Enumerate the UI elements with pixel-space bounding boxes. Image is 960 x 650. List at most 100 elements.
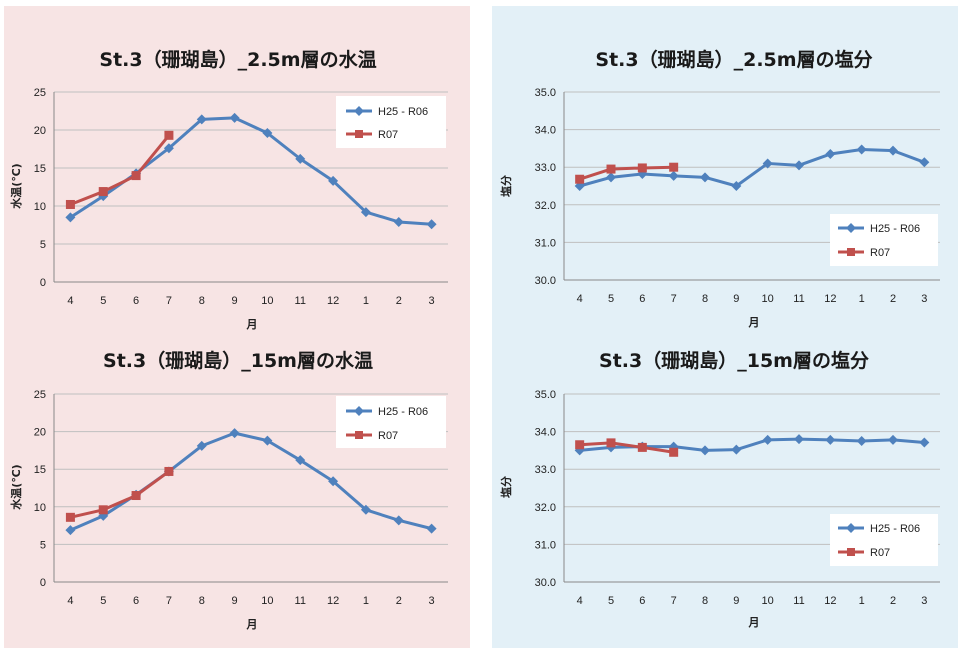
data-point	[131, 171, 141, 181]
x-tick-label: 1	[859, 595, 865, 607]
x-tick-label: 11	[295, 295, 306, 307]
data-point	[762, 434, 773, 445]
legend-marker-square	[355, 130, 363, 138]
legend-marker-square	[847, 248, 855, 256]
y-tick-label: 25	[34, 87, 46, 99]
data-point	[164, 466, 174, 476]
data-point	[888, 434, 898, 445]
data-point	[888, 145, 898, 156]
data-point	[328, 175, 339, 186]
x-tick-label: 9	[733, 595, 739, 607]
chart-salinity-2_5m: St.3（珊瑚島）_2.5m層の塩分 塩分 月 30.0 31.0 32.0 33.0…	[499, 48, 940, 329]
x-tick-label: 6	[639, 595, 645, 607]
x-tick-label: 2	[890, 595, 896, 607]
x-tick-label: 5	[608, 293, 614, 305]
series-line-h25-r06	[579, 148, 925, 188]
data-point	[65, 199, 75, 209]
legend-label-h25-r06: H25 - R06	[378, 106, 428, 118]
y-axis-label: 水温(℃)	[9, 464, 23, 509]
y-tick-label: 25	[34, 389, 46, 401]
legend-label-h25-r06: H25 - R06	[870, 223, 920, 235]
y-axis-label: 塩分	[499, 175, 513, 197]
data-point	[262, 435, 273, 446]
x-tick-label: 8	[199, 595, 205, 607]
x-tick-label: 3	[429, 295, 435, 307]
x-tick-label: 7	[671, 293, 677, 305]
data-point	[919, 157, 930, 168]
x-tick-label: 9	[232, 295, 238, 307]
x-tick-label: 5	[100, 595, 106, 607]
plot-area: 30.031.032.033.034.035.04 5 6 7 8 9 10 11 12 1 2 3	[535, 389, 940, 607]
chart-salinity-15m: St.3（珊瑚島）_15m層の塩分 塩分 月 30.0 31.0 32.0 33.0 3…	[499, 349, 940, 629]
chart-title: St.3（珊瑚島）_15m層の水温	[103, 349, 373, 372]
y-tick-label: 10	[34, 201, 46, 213]
x-tick-label: 12	[327, 595, 339, 607]
x-tick-label: 7	[166, 595, 172, 607]
x-tick-label: 7	[671, 595, 677, 607]
data-point	[919, 437, 930, 448]
legend-label-r07: R07	[378, 129, 398, 141]
y-axis-label: 塩分	[499, 476, 513, 498]
y-tick-label: 30.0	[535, 577, 556, 589]
chart-title: St.3（珊瑚島）_2.5m層の水温	[99, 48, 376, 71]
chart-title: St.3（珊瑚島）_15m層の塩分	[599, 349, 869, 372]
legend-label-h25-r06: H25 - R06	[378, 406, 428, 418]
data-point	[65, 512, 75, 522]
legend: H25 - R06 R07	[336, 96, 446, 148]
x-tick-label: 1	[363, 595, 369, 607]
data-point	[262, 128, 273, 139]
y-tick-label: 32.0	[535, 502, 556, 514]
data-point	[637, 163, 647, 173]
data-point	[856, 144, 867, 155]
x-tick-label: 11	[793, 293, 804, 305]
series-line-r07	[579, 165, 674, 181]
chart-temp-15m: St.3（珊瑚島）_15m層の水温 水温(℃) 月 0 5 10 15 20 25 4 5 6 7…	[9, 349, 448, 631]
data-point	[65, 212, 76, 223]
y-tick-label: 31.0	[535, 237, 556, 249]
data-point	[426, 219, 437, 230]
y-tick-label: 0	[40, 577, 46, 589]
x-tick-label: 11	[793, 595, 804, 607]
x-tick-label: 1	[859, 293, 865, 305]
y-tick-label: 32.0	[535, 200, 556, 212]
x-tick-label: 9	[232, 595, 238, 607]
legend-label-r07: R07	[870, 547, 890, 559]
legend-marker-diamond	[846, 523, 856, 533]
series-line-r07	[70, 470, 170, 519]
data-point	[393, 515, 404, 526]
x-tick-label: 6	[133, 595, 139, 607]
x-tick-label: 6	[133, 295, 139, 307]
legend-label-h25-r06: H25 - R06	[870, 523, 920, 535]
legend-marker-square	[847, 548, 855, 556]
data-point	[794, 434, 804, 445]
y-tick-label: 5	[40, 239, 46, 251]
x-tick-label: 4	[577, 293, 583, 305]
x-tick-label: 8	[199, 295, 205, 307]
x-tick-label: 5	[608, 595, 614, 607]
x-tick-label: 10	[762, 293, 774, 305]
data-point	[794, 160, 804, 171]
data-point	[164, 130, 174, 140]
data-point	[700, 445, 710, 456]
x-tick-label: 10	[762, 595, 774, 607]
legend-marker-diamond	[354, 406, 364, 416]
data-point	[575, 440, 585, 450]
y-tick-label: 33.0	[535, 464, 556, 476]
data-point	[606, 172, 616, 183]
legend-marker-diamond	[846, 223, 856, 233]
x-axis-label: 月	[748, 316, 760, 329]
legend-marker-square	[355, 431, 363, 439]
data-point	[762, 158, 773, 169]
x-tick-label: 3	[921, 595, 927, 607]
y-tick-label: 20	[34, 125, 46, 137]
y-tick-label: 10	[34, 502, 46, 514]
series-line-r07	[69, 134, 171, 206]
x-tick-label: 10	[261, 595, 273, 607]
data-point	[856, 436, 867, 446]
data-point	[825, 434, 836, 445]
legend-label-r07: R07	[378, 430, 398, 442]
x-tick-label: 7	[166, 295, 172, 307]
y-tick-label: 15	[34, 163, 46, 175]
x-tick-label: 12	[327, 295, 339, 307]
chart-title: St.3（珊瑚島）_2.5m層の塩分	[595, 48, 872, 71]
